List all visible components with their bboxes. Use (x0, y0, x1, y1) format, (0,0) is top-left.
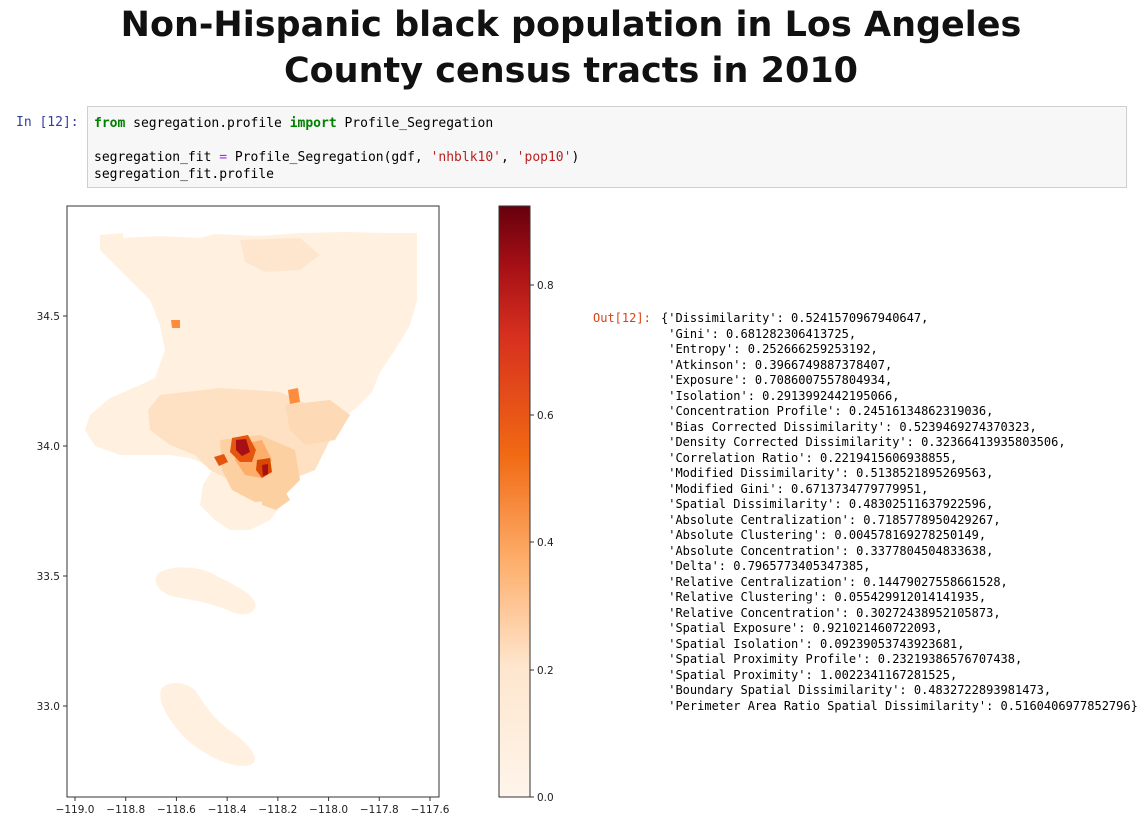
output-line: 'Absolute Clustering': 0.004578169278250… (661, 528, 987, 542)
mainland-tracts (85, 232, 417, 530)
output-line: 'Spatial Isolation': 0.09239053743923681… (661, 636, 965, 651)
colorbar-tick-label: 0.2 (537, 665, 554, 677)
code-line: from segregation.profile import Profile_… (94, 115, 1120, 132)
output-line: 'Exposure': 0.7086007557804934, (661, 373, 893, 387)
high-tracts-6 (288, 388, 300, 404)
output-line: 'Delta': 0.7965773405347385, (661, 559, 871, 573)
title-line-2: County census tracts in 2010 (283, 51, 859, 91)
output-line: 'Modified Dissimilarity': 0.513852189526… (661, 466, 994, 480)
output-line: 'Isolation': 0.2913992442195066, (661, 388, 900, 403)
island-catalina (155, 567, 256, 615)
northern-tracts (240, 238, 320, 272)
figure-title: Non-Hispanic black population in Los Ang… (0, 2, 1142, 94)
output-line: 'Perimeter Area Ratio Spatial Dissimilar… (661, 698, 1138, 713)
colorbar-ticks: 0.8 0.6 0.4 0.2 0.0 (530, 280, 554, 804)
colorbar-tick-label: 0.6 (537, 410, 554, 422)
high-tracts-5 (214, 454, 228, 466)
code-token: = (219, 150, 228, 165)
output-line: 'Concentration Profile': 0.2451613486231… (661, 404, 994, 418)
x-tick-label: −117.6 (411, 804, 450, 816)
code-token: segregation.profile (125, 116, 290, 131)
output-line: 'Boundary Spatial Dissimilarity': 0.4832… (661, 683, 1052, 697)
output-line: {'Dissimilarity': 0.5241570967940647, (661, 311, 929, 325)
output-line: 'Correlation Ratio': 0.2219415606938855, (661, 450, 958, 465)
code-line: segregation_fit.profile (94, 166, 1120, 183)
tracts-west (262, 486, 290, 510)
output-line: 'Relative Clustering': 0.055429912014141… (661, 590, 987, 604)
output-line: 'Spatial Dissimilarity': 0.4830251163792… (661, 497, 994, 511)
output-line: 'Bias Corrected Dissimilarity': 0.523946… (661, 419, 1037, 434)
code-token: 'pop10' (516, 150, 572, 165)
y-tick-label: 34.0 (37, 441, 60, 453)
output-prompt: Out[12]: (593, 311, 651, 325)
input-prompt: In [12]: (16, 115, 79, 130)
code-cell[interactable]: from segregation.profile import Profile_… (87, 106, 1127, 188)
colorbar (498, 205, 531, 798)
code-token: , (501, 150, 517, 165)
map-x-ticks: −119.0 −118.8 −118.6 −118.4 −118.2 −118.0 −117… (56, 797, 450, 816)
title-line-1: Non-Hispanic black population in Los Ang… (120, 5, 1022, 45)
output-line: 'Relative Concentration': 0.302724389521… (661, 605, 1001, 620)
island-san-clemente (160, 683, 255, 766)
output-line: 'Relative Centralization': 0.14479027558… (661, 574, 1008, 589)
output-line: 'Absolute Centralization': 0.71857789504… (661, 512, 1001, 527)
colorbar-tick-label: 0.0 (537, 792, 554, 804)
x-tick-label: −117.8 (360, 804, 399, 816)
output-line: 'Atkinson': 0.3966749887378407, (661, 357, 893, 372)
high-tracts-7 (171, 320, 180, 328)
county-map (85, 232, 417, 766)
code-token: from (94, 116, 126, 131)
code-token: ) (571, 150, 580, 165)
output-line: 'Spatial Exposure': 0.921021460722093, (661, 621, 943, 635)
x-tick-label: −119.0 (56, 804, 95, 816)
map-y-ticks: 34.5 34.0 33.5 33.0 (37, 311, 67, 713)
high-tracts-4 (262, 464, 268, 476)
colorbar-tick-label: 0.4 (537, 537, 554, 549)
x-tick-label: −118.4 (208, 804, 247, 816)
output-text[interactable]: {'Dissimilarity': 0.5241570967940647, 'G… (661, 311, 1138, 714)
output-line: 'Density Corrected Dissimilarity': 0.323… (661, 435, 1066, 449)
code-token: Profile_Segregation (336, 116, 494, 131)
output-line: 'Absolute Concentration': 0.337780450483… (661, 543, 994, 558)
code-token: 'nhblk10' (430, 150, 502, 165)
output-line: 'Gini': 0.681282306413725, (661, 326, 857, 341)
code-token: segregation_fit.profile (94, 167, 275, 182)
x-tick-label: −118.2 (258, 804, 297, 816)
y-tick-label: 33.5 (37, 571, 60, 583)
output-line: 'Spatial Proximity Profile': 0.232193865… (661, 652, 1023, 666)
output-line: 'Entropy': 0.252666259253192, (661, 342, 878, 356)
tracts-east (285, 400, 350, 445)
x-tick-label: −118.0 (309, 804, 348, 816)
y-tick-label: 33.0 (37, 701, 60, 713)
code-token: segregation_fit (94, 150, 220, 165)
code-token: import (289, 116, 337, 131)
colorbar-tick-label: 0.8 (537, 280, 554, 292)
output-line: 'Spatial Proximity': 1.0022341167281525, (661, 667, 958, 682)
high-tracts-2 (236, 439, 250, 456)
x-tick-label: −118.8 (106, 804, 145, 816)
y-tick-label: 34.5 (37, 311, 60, 323)
code-line: segregation_fit = Profile_Segregation(gd… (94, 149, 1120, 166)
code-token: Profile_Segregation(gdf, (227, 150, 431, 165)
x-tick-label: −118.6 (157, 804, 196, 816)
output-line: 'Modified Gini': 0.6713734779779951, (661, 481, 929, 496)
